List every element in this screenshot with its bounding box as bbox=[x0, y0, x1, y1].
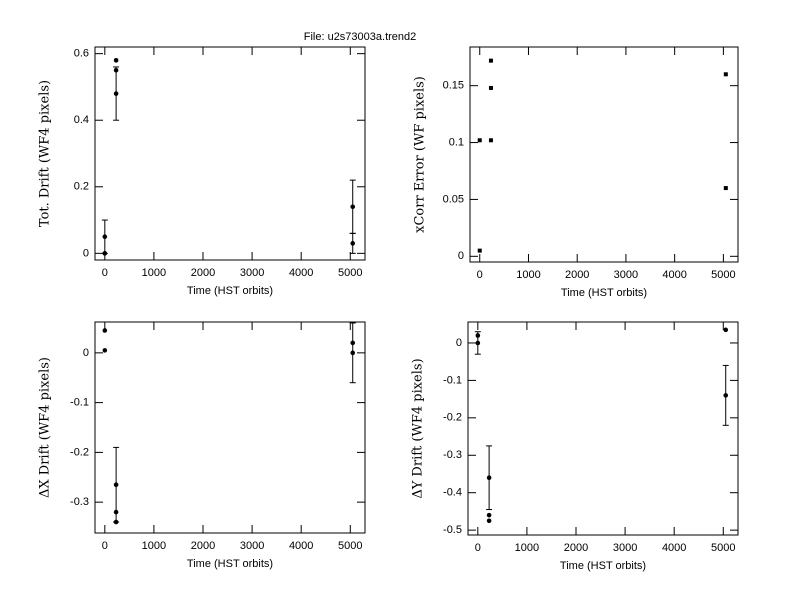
point bbox=[113, 91, 119, 96]
x-tick-label: 1000 bbox=[142, 267, 166, 279]
y-tick-label: -0.1 bbox=[443, 374, 462, 386]
point bbox=[488, 58, 493, 63]
y-tick-label: -0.2 bbox=[443, 412, 462, 424]
x-tick-label: 5000 bbox=[338, 540, 362, 552]
point bbox=[350, 204, 356, 210]
plot-frame bbox=[94, 46, 366, 261]
point bbox=[113, 482, 119, 488]
point bbox=[723, 393, 729, 398]
x-tick-label: 5000 bbox=[711, 542, 735, 554]
y-tick-label: 0 bbox=[458, 250, 464, 262]
point bbox=[488, 85, 493, 90]
x-tick-label: 3000 bbox=[240, 540, 264, 552]
x-tick-label: 5000 bbox=[711, 269, 735, 281]
point bbox=[102, 234, 108, 240]
x-axis-label: Time (HST orbits) bbox=[187, 558, 273, 570]
y-axis-label: xCorr Error (WF pixels) bbox=[413, 76, 428, 233]
y-tick-label: -0.3 bbox=[70, 496, 89, 508]
figure-title: File: u2s73003a.trend2 bbox=[304, 31, 417, 43]
point bbox=[113, 509, 119, 515]
plot-frame bbox=[469, 46, 739, 263]
point bbox=[477, 248, 482, 253]
y-tick-label: 0 bbox=[83, 347, 89, 359]
y-tick-label: 0 bbox=[456, 337, 462, 349]
y-axis-label: ΔY Drift (WF4 pixels) bbox=[411, 358, 426, 498]
y-tick-label: 0.1 bbox=[449, 136, 464, 148]
y-tick-label: -0.5 bbox=[443, 524, 462, 536]
y-axis-label: Tot. Drift (WF4 pixels) bbox=[38, 80, 53, 227]
x-tick-label: 5000 bbox=[338, 267, 362, 279]
x-tick-label: 3000 bbox=[613, 542, 637, 554]
point bbox=[477, 138, 482, 143]
point bbox=[723, 72, 728, 77]
point bbox=[486, 475, 492, 481]
x-tick-label: 2000 bbox=[564, 542, 588, 554]
x-tick-label: 4000 bbox=[662, 542, 686, 554]
x-tick-label: 4000 bbox=[289, 540, 313, 552]
point bbox=[350, 241, 356, 246]
x-tick-label: 2000 bbox=[565, 269, 589, 281]
x-tick-label: 4000 bbox=[289, 267, 313, 279]
y-tick-label: 0.4 bbox=[74, 114, 89, 126]
x-tick-label: 1000 bbox=[515, 542, 539, 554]
y-tick-label: 0.05 bbox=[443, 193, 464, 205]
point bbox=[113, 519, 119, 525]
y-tick-label: 0.6 bbox=[74, 48, 89, 60]
point bbox=[486, 518, 492, 524]
x-axis-label: Time (HST orbits) bbox=[561, 287, 647, 299]
point bbox=[723, 327, 729, 333]
x-tick-label: 3000 bbox=[240, 267, 264, 279]
point bbox=[102, 251, 108, 256]
point bbox=[475, 340, 481, 346]
point bbox=[113, 58, 119, 63]
point bbox=[102, 348, 108, 353]
x-tick-label: 0 bbox=[102, 540, 108, 552]
x-tick-label: 0 bbox=[475, 542, 481, 554]
x-axis-label: Time (HST orbits) bbox=[560, 560, 646, 572]
y-tick-label: 0.15 bbox=[443, 80, 464, 92]
plot-frame bbox=[94, 321, 366, 534]
point bbox=[723, 186, 728, 191]
y-tick-label: -0.1 bbox=[70, 397, 89, 409]
x-tick-label: 3000 bbox=[614, 269, 638, 281]
x-tick-label: 0 bbox=[102, 267, 108, 279]
x-tick-label: 1000 bbox=[142, 540, 166, 552]
x-tick-label: 1000 bbox=[516, 269, 540, 281]
point bbox=[488, 138, 493, 143]
y-axis-label: ΔX Drift (WF4 pixels) bbox=[38, 357, 53, 498]
x-axis-label: Time (HST orbits) bbox=[187, 285, 273, 297]
point bbox=[486, 512, 492, 518]
x-tick-label: 2000 bbox=[191, 267, 215, 279]
y-tick-label: -0.2 bbox=[70, 446, 89, 458]
y-tick-label: -0.3 bbox=[443, 449, 462, 461]
point bbox=[350, 350, 356, 356]
y-tick-label: 0.2 bbox=[74, 181, 89, 193]
y-tick-label: -0.4 bbox=[443, 487, 462, 499]
x-tick-label: 0 bbox=[477, 269, 483, 281]
plot-frame bbox=[467, 321, 739, 536]
x-tick-label: 4000 bbox=[662, 269, 686, 281]
point bbox=[102, 328, 108, 333]
y-tick-label: 0 bbox=[83, 247, 89, 259]
x-tick-label: 2000 bbox=[191, 540, 215, 552]
